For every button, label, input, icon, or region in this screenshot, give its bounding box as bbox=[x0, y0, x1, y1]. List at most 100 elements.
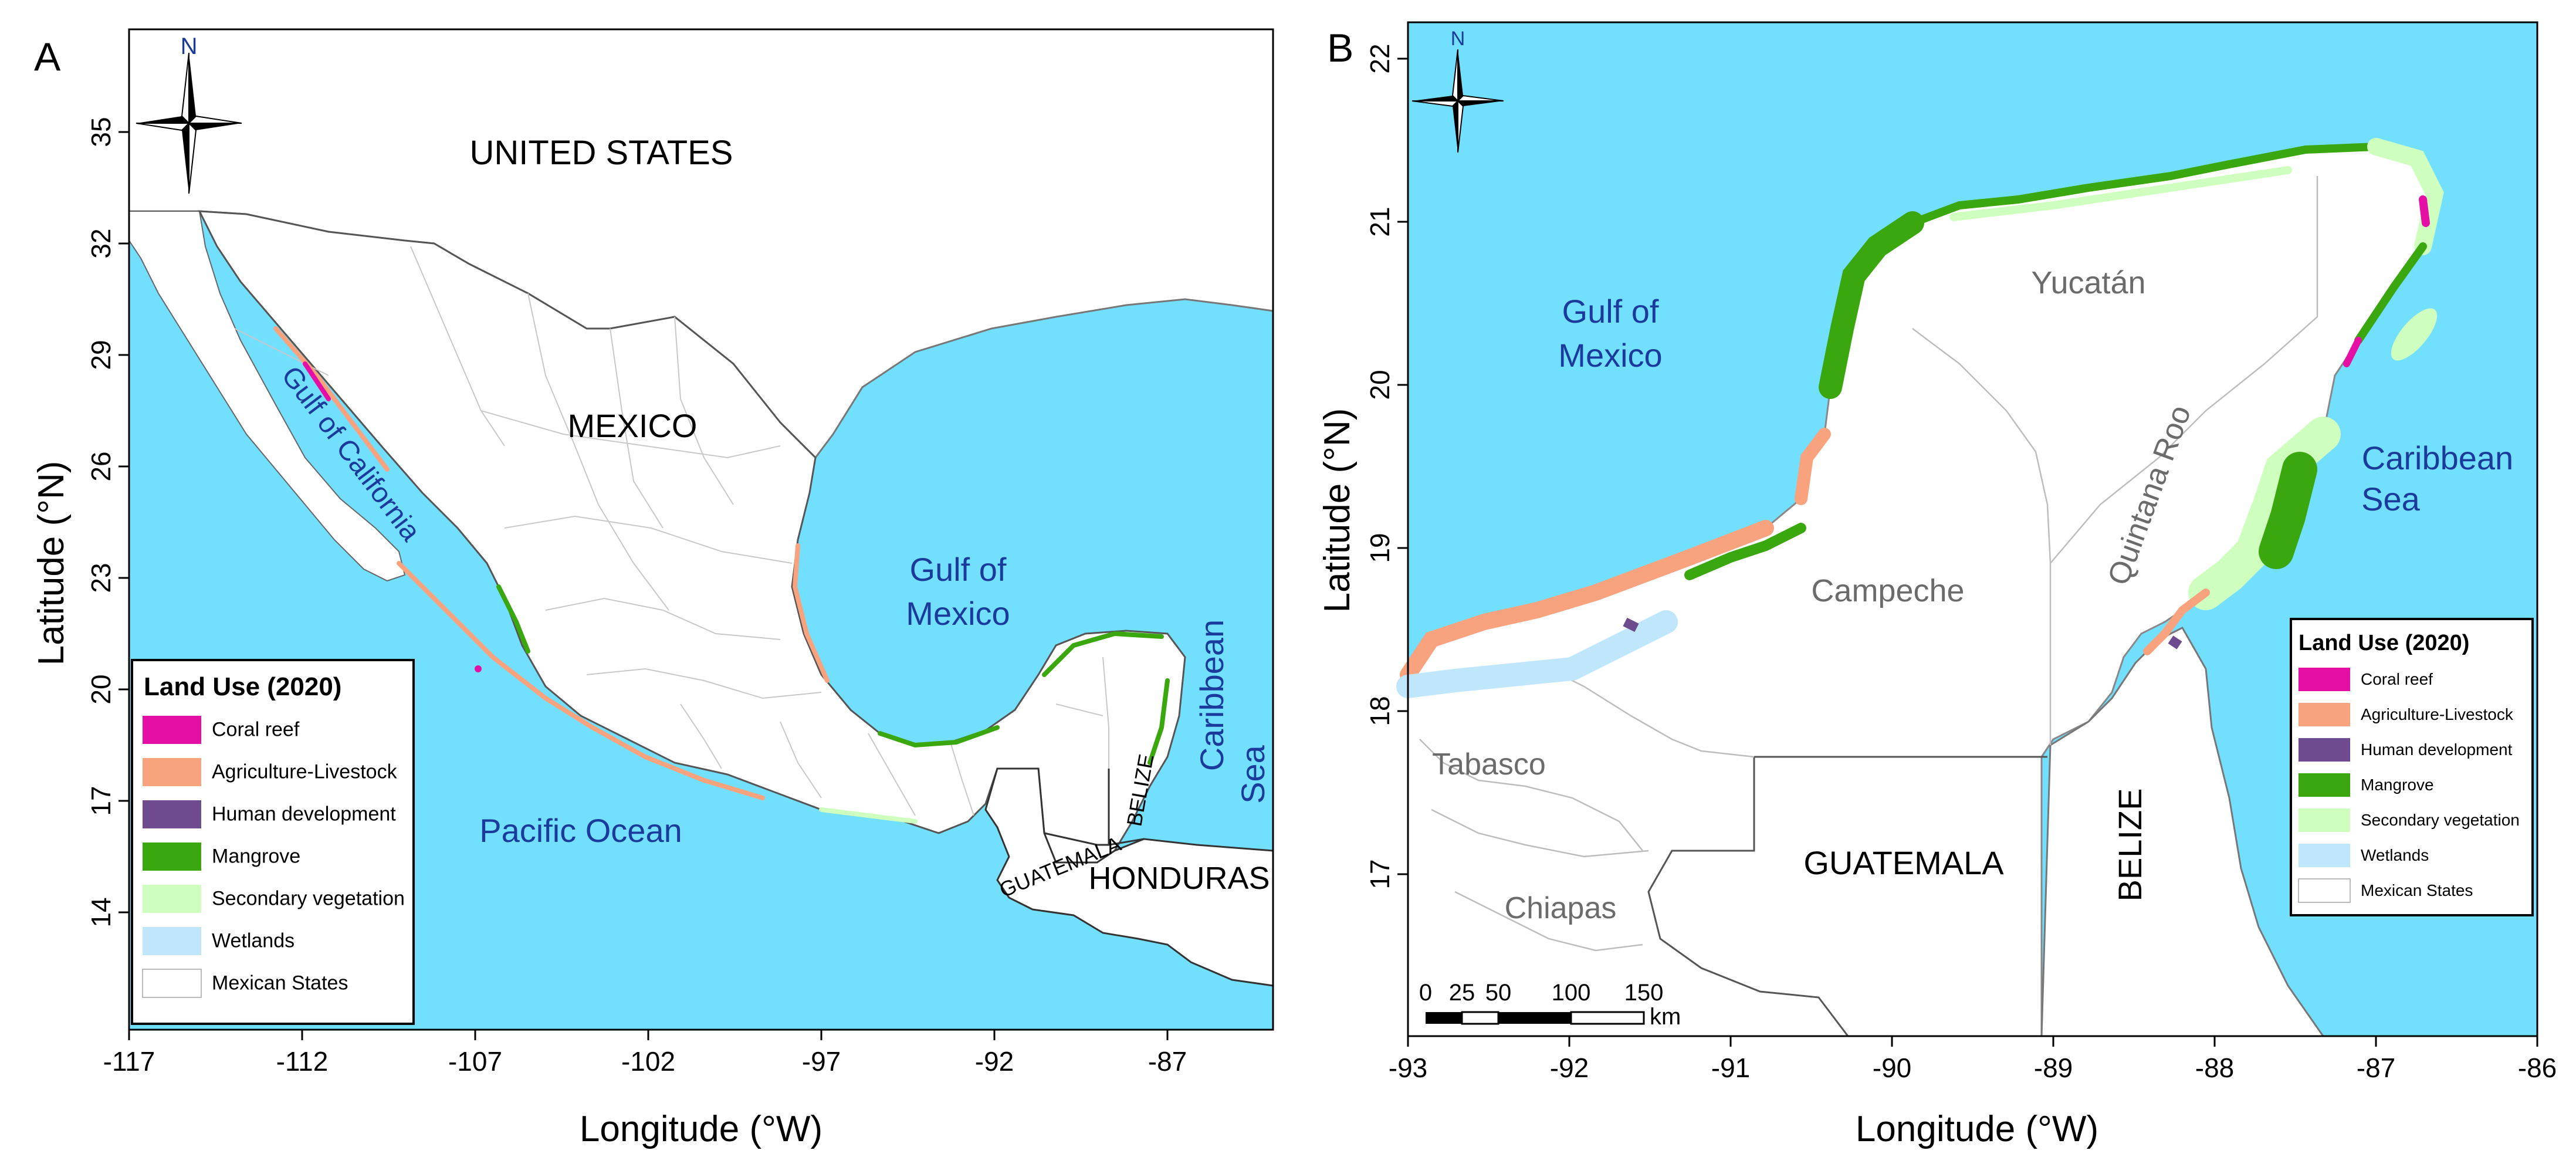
panel-b-y-tick-label: 18 bbox=[1365, 696, 1395, 726]
panel-b-north-label: N bbox=[1451, 28, 1465, 50]
scale-bar-tick-50: 50 bbox=[1485, 980, 1512, 1006]
panel-a-y-tick-label: 29 bbox=[86, 340, 116, 370]
panel-a-x-tick-label: -102 bbox=[621, 1046, 675, 1077]
panel-a-island bbox=[475, 665, 482, 672]
panel-a-y-tick-label: 32 bbox=[86, 228, 116, 258]
panel-a-x-tick-label: -117 bbox=[103, 1046, 155, 1077]
panel-a-state-boundaries bbox=[234, 246, 1109, 816]
panel-b-legend-swatch bbox=[2299, 773, 2350, 797]
panel-a-x-tick-label: -107 bbox=[448, 1046, 502, 1077]
panel-b-x-tick-label: -86 bbox=[2518, 1053, 2557, 1083]
panel-b-y-tick-label: 22 bbox=[1365, 43, 1395, 73]
panel-a-label-caribbean-line1: Caribbean bbox=[1193, 620, 1230, 771]
panel-b-legend-swatch bbox=[2299, 668, 2350, 691]
panel-a-x-tick-label: -112 bbox=[276, 1046, 329, 1077]
panel-b-scale-bar: 0 25 50 100 150 km bbox=[1419, 980, 1681, 1030]
panel-b-x-label: Longitude (°W) bbox=[1856, 1109, 2098, 1149]
panel-a-mexico-mainland bbox=[198, 210, 1186, 864]
panel-a-x-tick-label: -97 bbox=[802, 1046, 841, 1077]
panel-a-baja-california bbox=[128, 211, 406, 582]
panel-b-legend-swatch bbox=[2299, 808, 2350, 832]
panel-a-legend-title: Land Use (2020) bbox=[144, 672, 341, 701]
panel-b-label-gulf-mexico-line1: Gulf of bbox=[1562, 293, 1659, 330]
panel-b-legend: Land Use (2020) Coral reef Agriculture-Li… bbox=[2290, 618, 2534, 916]
panel-b-y-axis: 17 18 19 20 21 22 bbox=[1365, 43, 1408, 889]
scale-bar-segment-3 bbox=[1498, 1012, 1571, 1024]
panel-a-north-arrow: N bbox=[136, 33, 242, 194]
panel-b-state-boundaries bbox=[1419, 176, 2318, 952]
panel-a-legend-label: Wetlands bbox=[212, 930, 295, 952]
panel-a-label-gulf-mexico-line1: Gulf of bbox=[910, 551, 1007, 588]
panel-b-x-tick-label: -89 bbox=[2034, 1053, 2073, 1083]
scale-bar-tick-100: 100 bbox=[1552, 980, 1591, 1006]
panel-b-label-guatemala: GUATEMALA bbox=[1803, 844, 2004, 881]
panel-b-x-axis: -93 -92 -91 -90 -89 -88 -87 -86 bbox=[1389, 1036, 2557, 1083]
panel-a-y-tick-label: 23 bbox=[86, 563, 116, 593]
panel-a-legend-swatch bbox=[142, 969, 202, 998]
panel-a-y-tick-label: 20 bbox=[86, 674, 116, 704]
panel-a-legend-label: Mangrove bbox=[212, 845, 300, 868]
panel-a-legend-swatch bbox=[143, 885, 201, 913]
panel-a-legend-label: Mexican States bbox=[212, 972, 348, 994]
panel-b-legend-box bbox=[2290, 618, 2534, 916]
panel-a-y-tick-label: 17 bbox=[86, 786, 116, 816]
panel-a-central-america bbox=[984, 767, 1274, 987]
scale-bar-segment-2 bbox=[1461, 1011, 1499, 1025]
panel-b-y-tick-label: 21 bbox=[1365, 207, 1395, 236]
panel-a-legend-label: Agriculture-Livestock bbox=[212, 761, 398, 783]
panel-a-label-mexico: MEXICO bbox=[568, 407, 698, 444]
panel-a-x-label: Longitude (°W) bbox=[580, 1109, 822, 1149]
panel-a-legend-swatch bbox=[143, 927, 201, 955]
panel-b-legend-title: Land Use (2020) bbox=[2299, 631, 2469, 655]
panel-b-legend-label: Mangrove bbox=[2361, 776, 2434, 794]
panel-b-coastal-landuse bbox=[1396, 138, 2444, 698]
panel-a-y-label: Latitude (°N) bbox=[31, 461, 72, 666]
panel-a-north-label: N bbox=[181, 33, 198, 59]
panel-a-legend-swatch bbox=[143, 800, 201, 828]
panel-b-label-caribbean-line2: Sea bbox=[2361, 481, 2420, 517]
panel-b-north-arrow: N bbox=[1411, 28, 1504, 153]
panel-b-legend-swatch bbox=[2299, 738, 2350, 762]
panel-a: A bbox=[31, 28, 1274, 1149]
panel-b-label-chiapas: Chiapas bbox=[1505, 891, 1617, 925]
panel-a-label-gulf-mexico-line2: Mexico bbox=[906, 595, 1010, 632]
panel-b-label-campeche: Campeche bbox=[1811, 573, 1964, 608]
panel-b-legend-swatch bbox=[2299, 703, 2350, 726]
panel-b-y-tick-label: 20 bbox=[1365, 370, 1395, 400]
panel-a-y-tick-label: 26 bbox=[86, 451, 116, 481]
panel-a-y-axis: 14 17 20 23 26 29 32 35 bbox=[86, 117, 129, 928]
panel-b-y-label: Latitude (°N) bbox=[1317, 408, 1358, 613]
panel-b-legend-label: Secondary vegetation bbox=[2361, 811, 2520, 829]
panel-b-legend-label: Wetlands bbox=[2361, 846, 2429, 864]
panel-b-legend-label: Coral reef bbox=[2361, 670, 2433, 688]
scale-bar-segment-4 bbox=[1570, 1011, 1645, 1025]
panel-b-label-gulf-mexico-line2: Mexico bbox=[1558, 337, 1662, 374]
panel-b: B bbox=[1317, 21, 2557, 1149]
panel-b-x-tick-label: -87 bbox=[2357, 1053, 2395, 1083]
panel-a-legend-label: Coral reef bbox=[212, 719, 300, 741]
panel-b-human-dev-campeche bbox=[1623, 617, 1639, 632]
panel-a-letter: A bbox=[34, 35, 61, 79]
panel-a-legend-swatch bbox=[143, 843, 201, 871]
panel-a-label-caribbean-line2: Sea bbox=[1234, 745, 1271, 803]
panel-a-legend: Land Use (2020) Coral reef Agriculture-Li… bbox=[131, 659, 415, 1025]
panel-b-legend-swatch bbox=[2299, 844, 2350, 867]
panel-b-x-tick-label: -91 bbox=[1711, 1053, 1750, 1083]
panel-a-guatemala-border bbox=[1044, 832, 1109, 846]
panel-b-legend-label: Mexican States bbox=[2361, 881, 2473, 899]
panel-b-legend-label: Human development bbox=[2361, 740, 2513, 759]
panel-a-x-tick-label: -92 bbox=[975, 1046, 1014, 1077]
panel-b-label-tabasco: Tabasco bbox=[1432, 747, 1546, 781]
panel-a-x-axis: -117 -112 -107 -102 -97 -92 -87 bbox=[103, 1030, 1187, 1077]
panel-b-label-caribbean-line1: Caribbean bbox=[2362, 439, 2513, 476]
scale-bar-unit: km bbox=[1650, 1004, 1681, 1030]
scale-bar-tick-0: 0 bbox=[1419, 980, 1432, 1006]
panel-b-x-tick-label: -90 bbox=[1873, 1053, 1911, 1083]
scale-bar-tick-150: 150 bbox=[1624, 980, 1664, 1006]
panel-a-label-united-states: UNITED STATES bbox=[470, 134, 733, 172]
scale-bar-tick-25: 25 bbox=[1449, 980, 1475, 1006]
panel-a-label-honduras: HONDURAS bbox=[1088, 861, 1270, 896]
panel-a-label-pacific: Pacific Ocean bbox=[479, 812, 682, 849]
panel-b-human-dev-chetumal bbox=[2168, 635, 2182, 649]
panel-a-x-tick-label: -87 bbox=[1148, 1046, 1187, 1077]
